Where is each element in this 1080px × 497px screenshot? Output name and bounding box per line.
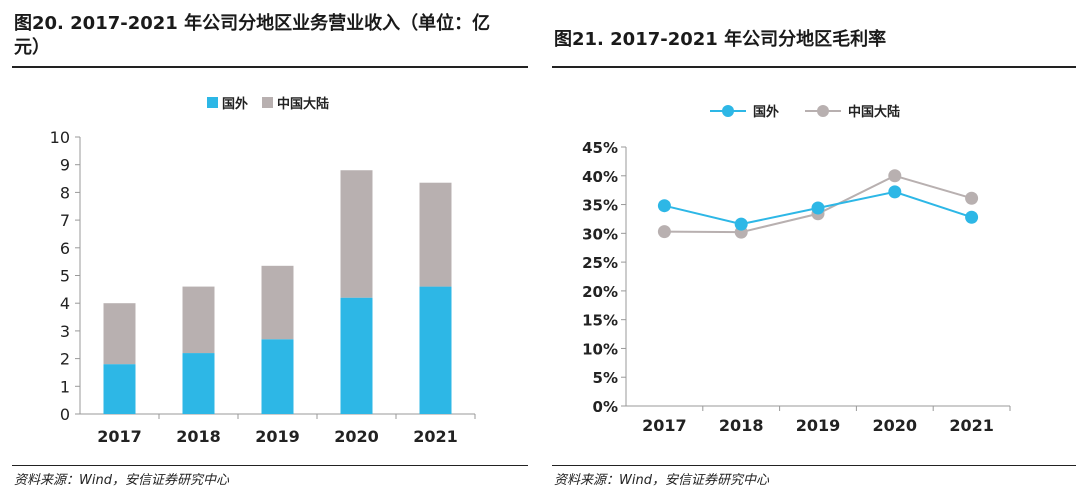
x-tick-label: 2020 bbox=[873, 416, 918, 435]
bar-overseas bbox=[103, 364, 136, 414]
source-note: 资料来源：Wind，安信证券研究中心 bbox=[554, 473, 769, 488]
y-tick-label: 35% bbox=[582, 197, 618, 215]
legend-swatch-overseas bbox=[207, 97, 218, 108]
point-overseas bbox=[811, 201, 825, 215]
bar-mainland bbox=[340, 170, 373, 298]
y-tick-label: 5 bbox=[60, 267, 70, 286]
y-tick-label: 0 bbox=[60, 405, 70, 424]
margin-chart-title: 图21. 2017-2021 年公司分地区毛利率 bbox=[554, 29, 887, 50]
y-tick-label: 40% bbox=[582, 168, 618, 186]
revenue-chart-panel: 图20. 2017-2021 年公司分地区业务营业收入（单位：亿元） 0 1 2 3 4… bbox=[0, 0, 530, 497]
footer-divider bbox=[552, 465, 1076, 466]
y-tick-label: 10 bbox=[50, 128, 70, 147]
source-note: 资料来源：Wind，安信证券研究中心 bbox=[14, 473, 229, 488]
point-mainland bbox=[657, 225, 671, 239]
margin-chart-panel: 图21. 2017-2021 年公司分地区毛利率 0% 5% 10% 15% 20% 25… bbox=[548, 0, 1080, 497]
revenue-chart-title: 图20. 2017-2021 年公司分地区业务营业收入（单位：亿元） bbox=[14, 13, 491, 58]
title-divider bbox=[552, 66, 1076, 68]
y-tick-label: 6 bbox=[60, 239, 70, 258]
y-tick-label: 7 bbox=[60, 211, 70, 230]
footer-divider bbox=[12, 465, 528, 466]
y-tick-label: 3 bbox=[60, 322, 70, 341]
legend-label-overseas: 国外 bbox=[222, 96, 248, 112]
legend-marker-overseas bbox=[722, 105, 734, 117]
y-tick-label: 30% bbox=[582, 225, 618, 243]
x-tick-label: 2018 bbox=[176, 427, 221, 446]
point-overseas bbox=[965, 210, 979, 224]
y-tick-label: 20% bbox=[582, 283, 618, 301]
bar-mainland bbox=[182, 286, 215, 354]
x-tick-label: 2017 bbox=[97, 427, 142, 446]
legend-label-mainland: 中国大陆 bbox=[277, 96, 329, 112]
y-tick-label: 8 bbox=[60, 183, 70, 202]
x-tick-label: 2019 bbox=[255, 427, 300, 446]
bar-overseas bbox=[261, 339, 294, 414]
bar-mainland bbox=[419, 182, 452, 287]
y-tick-label: 10% bbox=[582, 340, 618, 358]
y-tick-label: 4 bbox=[60, 294, 70, 313]
point-overseas bbox=[734, 217, 748, 231]
x-tick-label: 2019 bbox=[796, 416, 841, 435]
bar-overseas bbox=[182, 353, 215, 414]
point-overseas bbox=[888, 185, 902, 199]
gross-margin-line-chart: 0% 5% 10% 15% 20% 25% 30% 35% 40% 45% 2017 2018 2019… bbox=[582, 104, 1011, 435]
y-tick-label: 45% bbox=[582, 139, 618, 157]
point-mainland bbox=[888, 169, 902, 183]
y-tick-label: 1 bbox=[60, 377, 70, 396]
bar-mainland bbox=[261, 265, 294, 340]
y-tick-label: 15% bbox=[582, 312, 618, 330]
x-tick-label: 2021 bbox=[413, 427, 458, 446]
point-mainland bbox=[965, 191, 979, 205]
y-tick-label: 5% bbox=[593, 369, 618, 387]
bar-overseas bbox=[340, 297, 373, 414]
y-tick-label: 25% bbox=[582, 254, 618, 272]
point-overseas bbox=[657, 199, 671, 213]
bar-overseas bbox=[419, 286, 452, 414]
legend-label-overseas: 国外 bbox=[753, 104, 779, 120]
title-divider bbox=[12, 66, 528, 68]
bar-mainland bbox=[103, 303, 136, 365]
revenue-stacked-bar-chart: 0 1 2 3 4 5 6 7 8 9 10 2017 2018 2019 2020 2021 国外 中国大陆 bbox=[50, 96, 476, 446]
legend-label-mainland: 中国大陆 bbox=[848, 104, 900, 120]
x-tick-label: 2021 bbox=[949, 416, 994, 435]
y-tick-label: 9 bbox=[60, 156, 70, 175]
legend-marker-mainland bbox=[817, 105, 829, 117]
x-tick-label: 2018 bbox=[719, 416, 764, 435]
x-tick-label: 2020 bbox=[334, 427, 379, 446]
legend-swatch-mainland bbox=[262, 97, 273, 108]
y-tick-label: 0% bbox=[593, 398, 618, 416]
x-tick-label: 2017 bbox=[642, 416, 687, 435]
y-tick-label: 2 bbox=[60, 350, 70, 369]
